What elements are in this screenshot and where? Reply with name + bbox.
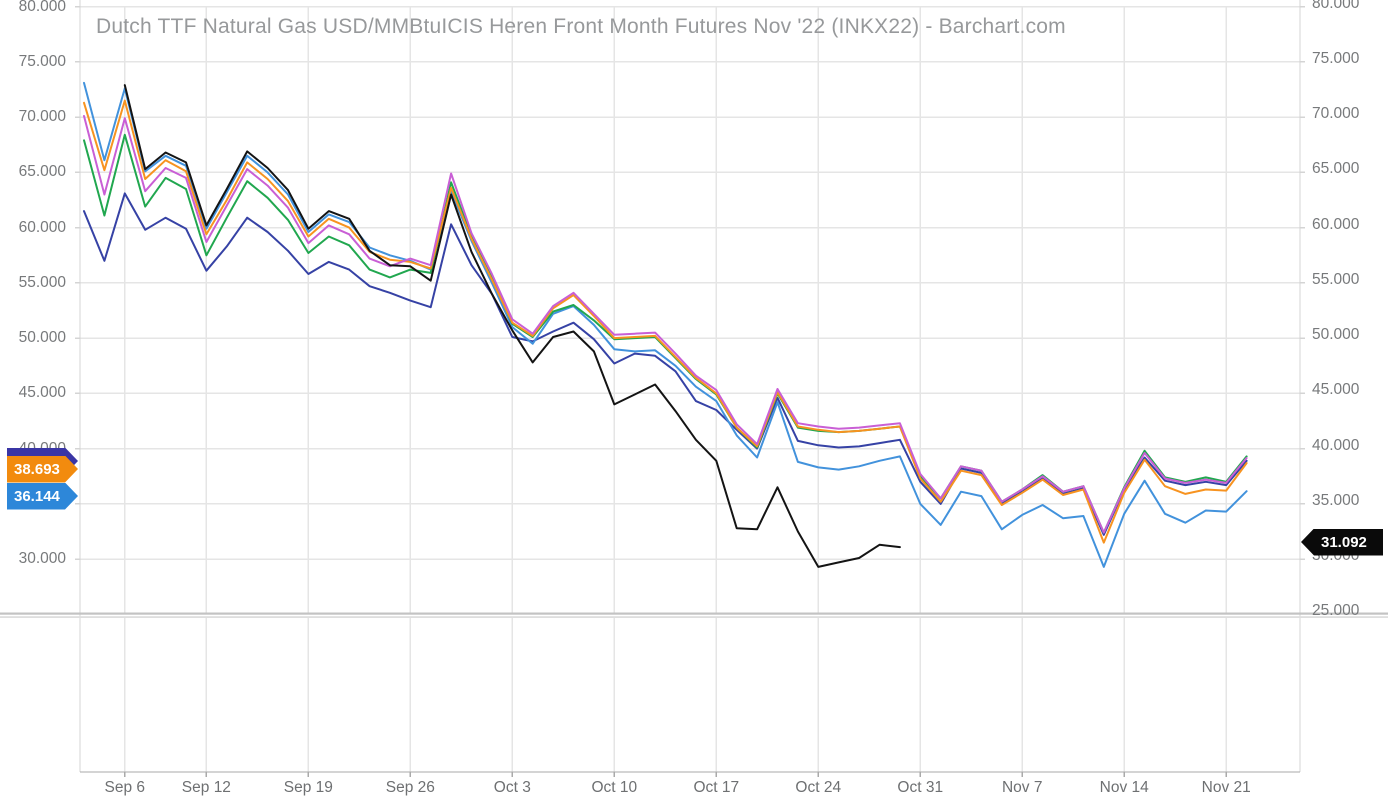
- left-y-axis-label: 60.000: [18, 218, 66, 236]
- right-y-axis-label: 80.000: [1312, 0, 1360, 12]
- right-y-axis-label: 75.000: [1312, 49, 1360, 67]
- orange-price-tag: 38.693: [7, 456, 78, 483]
- right-y-axis-label: 70.000: [1312, 105, 1360, 123]
- blue-line: [83, 81, 1248, 568]
- left-y-axis-label: 80.000: [18, 0, 66, 15]
- right-y-axis-label: 50.000: [1312, 326, 1360, 344]
- x-axis-label: Sep 12: [181, 779, 231, 796]
- x-axis-label: Oct 17: [693, 779, 740, 796]
- x-axis-label: Oct 10: [591, 779, 638, 796]
- x-axis-label: Nov 7: [1001, 779, 1043, 796]
- chart-title: Dutch TTF Natural Gas USD/MMBtuICIS Here…: [96, 15, 1066, 38]
- left-y-axis-label: 30.000: [18, 550, 66, 568]
- magenta-line: [83, 115, 1248, 534]
- x-axis-label: Sep 26: [385, 779, 435, 796]
- right-y-axis-label: 65.000: [1312, 160, 1360, 178]
- left-y-axis-label: 65.000: [18, 163, 66, 181]
- green-line: [83, 133, 1248, 534]
- x-axis-label: Sep 19: [283, 779, 333, 796]
- right-y-axis-label: 35.000: [1312, 491, 1360, 509]
- x-axis-label: Nov 21: [1201, 779, 1251, 796]
- panel-divider-line: [0, 616, 1388, 618]
- right-y-axis-label: 40.000: [1312, 436, 1360, 454]
- orange-line: [83, 99, 1248, 544]
- navy-line: [83, 192, 1248, 536]
- left-y-axis-label: 50.000: [18, 329, 66, 347]
- x-axis-label: Oct 31: [897, 779, 944, 796]
- x-axis-label: Oct 3: [493, 779, 531, 796]
- black-price-tag: 31.092: [1301, 528, 1383, 556]
- right-y-axis-label: 60.000: [1312, 215, 1360, 233]
- left-y-axis-label: 75.000: [18, 52, 66, 70]
- x-axis-label: Sep 6: [104, 779, 146, 796]
- right-y-axis-label: 55.000: [1312, 270, 1360, 288]
- panel-divider-handle[interactable]: [0, 612, 1388, 615]
- blue-price-tag: 36.144: [7, 483, 78, 510]
- left-y-axis-label: 45.000: [18, 384, 66, 402]
- black-line: [123, 84, 901, 568]
- left-y-axis-label: 70.000: [18, 108, 66, 126]
- x-axis-label: Oct 24: [795, 779, 842, 796]
- x-axis-label: Nov 14: [1099, 779, 1149, 796]
- left-y-axis-label: 55.000: [18, 273, 66, 291]
- right-y-axis-label: 25.000: [1312, 602, 1360, 620]
- right-y-axis-label: 45.000: [1312, 381, 1360, 399]
